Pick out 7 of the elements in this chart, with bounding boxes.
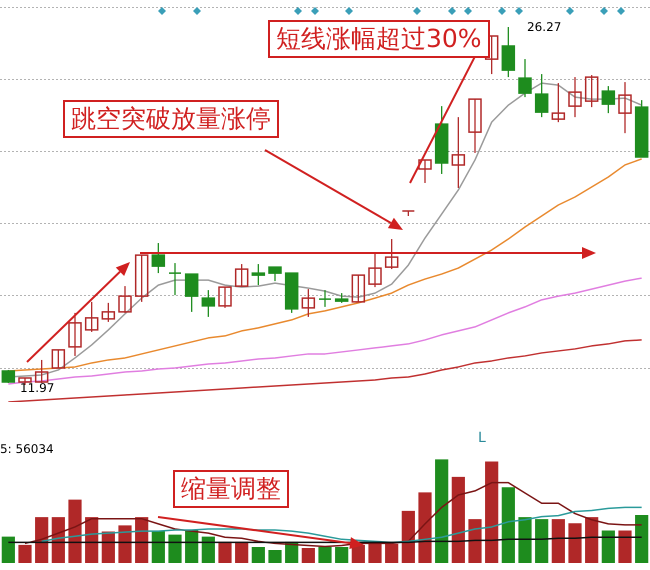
annotation: 短线涨幅超过30% xyxy=(268,20,490,58)
text: L xyxy=(478,430,486,446)
text: 5: 56034 xyxy=(0,442,54,456)
annotation: 26.27 xyxy=(527,20,562,34)
annotation: 跳空突破放量涨停 xyxy=(63,100,279,138)
annotation: 缩量调整 xyxy=(173,470,289,508)
annotation: 11.97 xyxy=(20,381,54,395)
